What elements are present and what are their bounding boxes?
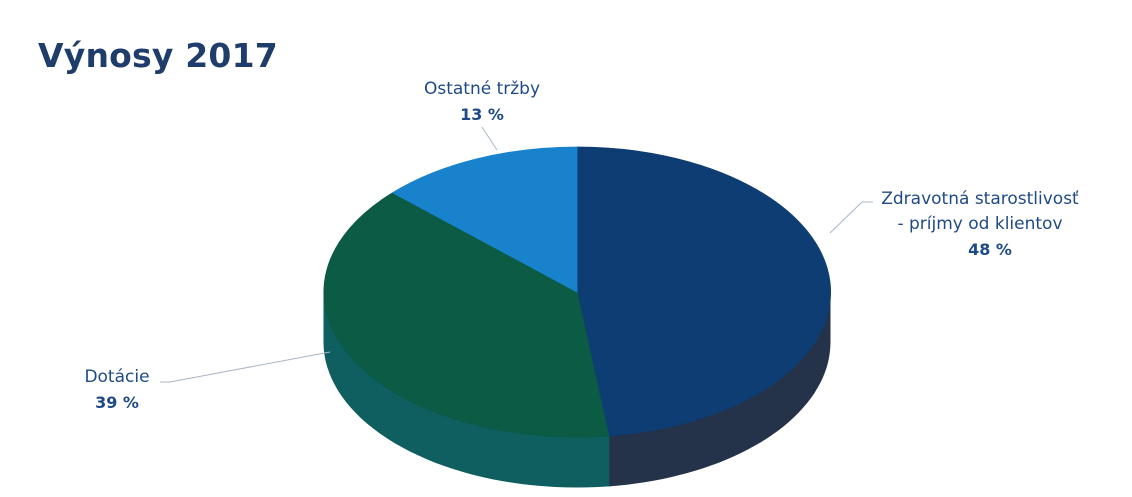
- chart-title: Výnosy 2017: [38, 36, 278, 75]
- leader-line-ostatne-trzby: [481, 126, 498, 151]
- pie-slice-ostatne-trzby: [391, 146, 578, 293]
- slice-label-zdravotna-starostlivost-line2: - príjmy od klientov: [897, 214, 1062, 234]
- slice-label-ostatne-trzby: Ostatné tržby: [424, 79, 540, 99]
- slice-value-ostatne-trzby: 13 %: [460, 105, 504, 124]
- slice-value-dotacie: 39 %: [95, 393, 139, 412]
- slice-label-zdravotna-starostlivost: Zdravotná starostlivosť: [881, 189, 1079, 209]
- leader-line-dotacie: [160, 351, 331, 383]
- data-labels: Zdravotná starostlivosť - príjmy od klien…: [84, 79, 1079, 412]
- pie-slice-dotacie: [323, 192, 610, 438]
- pie-slices: [323, 146, 831, 438]
- pie-slice-zdravotna-starostlivost: [576, 146, 831, 437]
- slice-value-zdravotna-starostlivost: 48 %: [968, 240, 1012, 259]
- leader-line-zdravotna-starostlivost: [829, 201, 873, 234]
- slice-label-dotacie: Dotácie: [84, 367, 149, 387]
